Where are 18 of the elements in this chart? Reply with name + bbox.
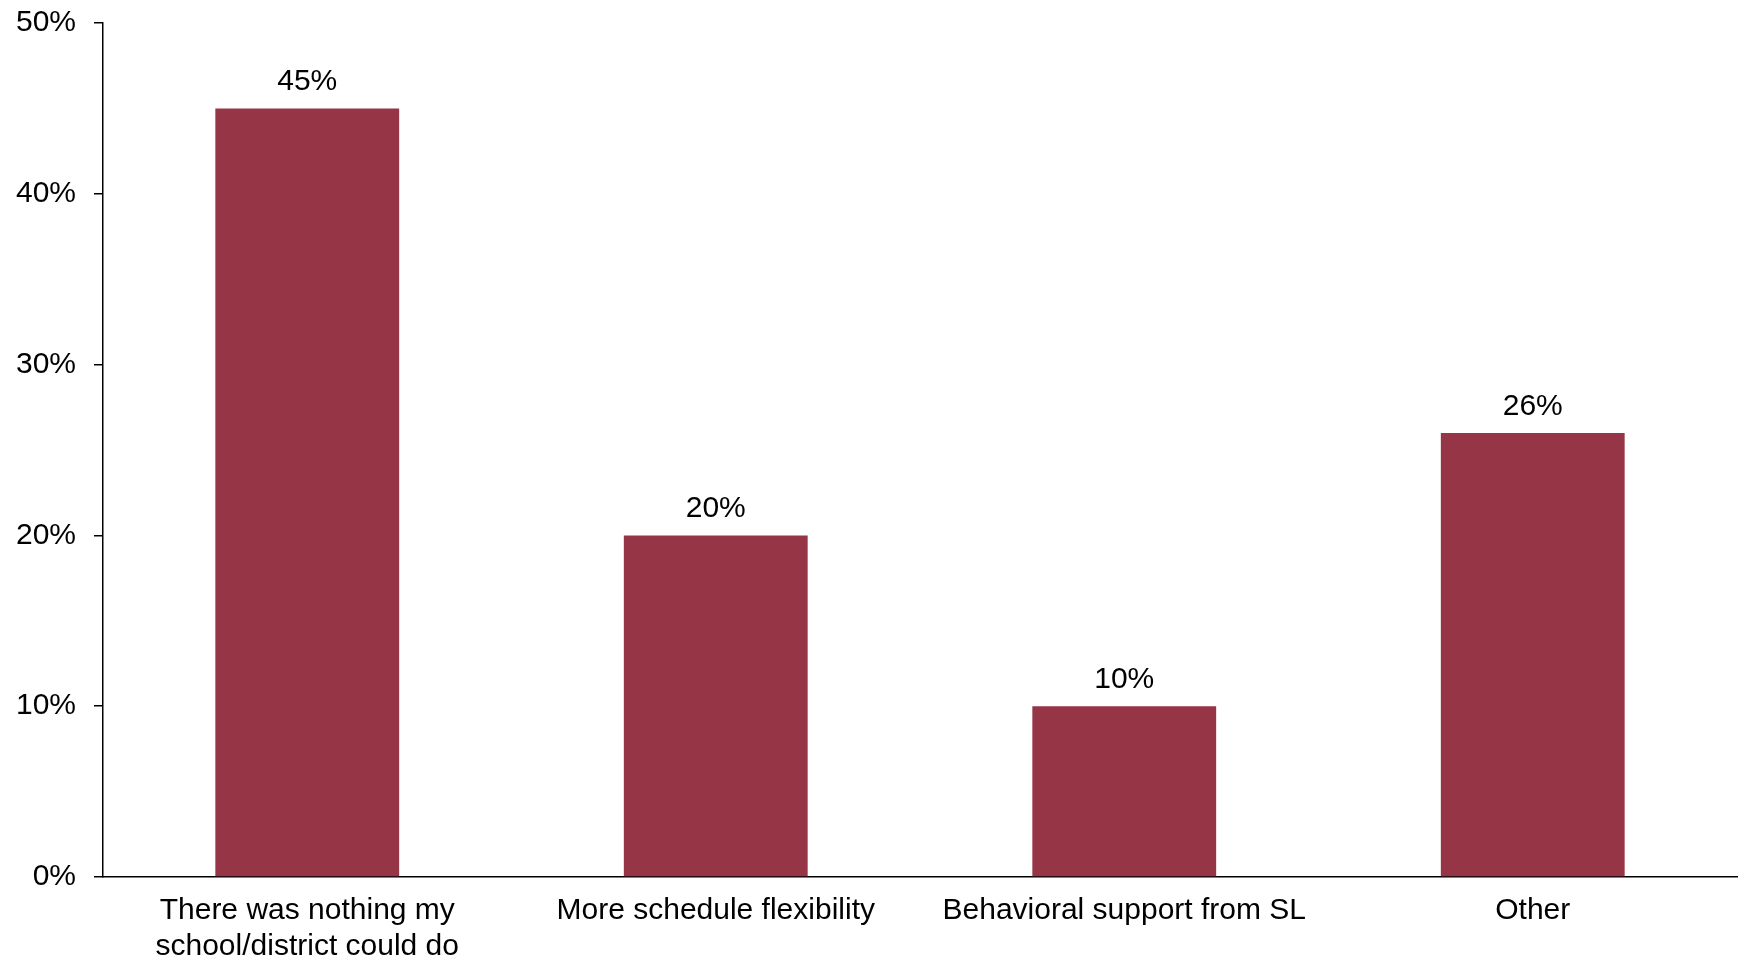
y-tick-label: 20%: [15, 516, 76, 550]
y-tick-label: 50%: [15, 4, 76, 38]
data-label: 20%: [685, 490, 746, 524]
bar: [215, 108, 400, 877]
bar: [1032, 706, 1217, 877]
x-tick-label: Behavioral support from SL: [942, 892, 1307, 926]
y-tick-label: 40%: [15, 175, 76, 209]
y-tick-label: 0%: [32, 858, 76, 892]
x-tick-label: Other: [1495, 892, 1571, 926]
bar: [1440, 432, 1625, 877]
data-label: 10%: [1094, 661, 1155, 695]
y-tick-label: 10%: [15, 687, 76, 721]
x-tick-label: More schedule flexibility: [556, 892, 875, 926]
data-label: 45%: [277, 63, 338, 97]
data-label: 26%: [1502, 387, 1563, 421]
bar: [623, 535, 808, 877]
y-tick-label: 30%: [15, 345, 76, 379]
x-tick-label: There was nothing my school/district could do: [155, 892, 459, 962]
